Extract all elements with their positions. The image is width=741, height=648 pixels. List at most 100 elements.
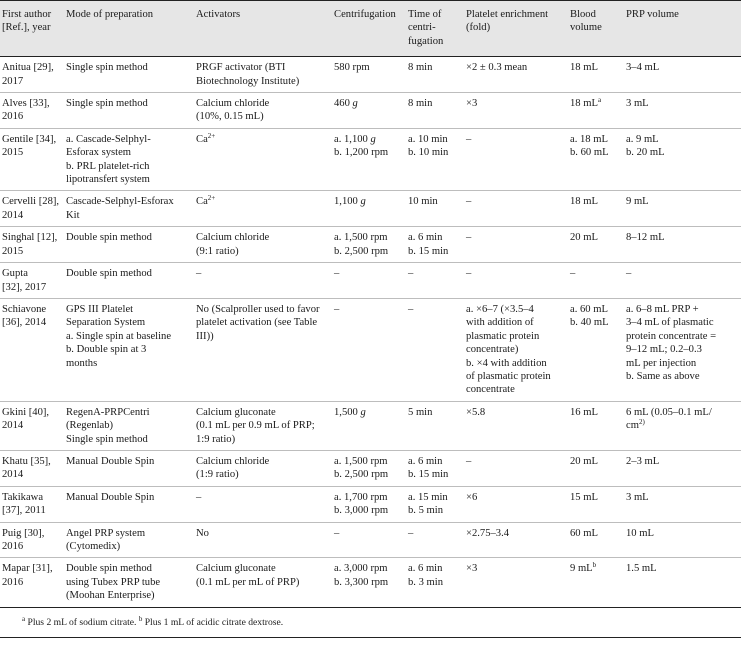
cell-mode: GPS III Platelet Separation System a. Sing… xyxy=(64,298,194,402)
cell-line: a. Single spin at baseline xyxy=(66,330,172,342)
cell-centrifugation: a. 1,500 rpm b. 2,500 rpm xyxy=(332,226,406,264)
cell-line: Gkini [40], xyxy=(2,406,50,418)
cell-line: Kit xyxy=(66,209,80,221)
header-line: Time of xyxy=(408,9,442,20)
cell-line: 580 rpm xyxy=(334,62,370,74)
cell-mode: Angel PRP system (Cytomedix) xyxy=(64,522,194,559)
header-line: fugation xyxy=(408,35,444,47)
cell-line: Angel PRP system xyxy=(66,527,146,539)
cell-line: ×3 xyxy=(466,563,478,575)
cell-line: Double spin method xyxy=(66,563,152,575)
cell-centrifugation: – xyxy=(332,298,406,402)
cell-line: – xyxy=(626,268,632,280)
cell-line: 1,500 g xyxy=(334,406,366,418)
header-line: Platelet enrichment xyxy=(466,9,549,20)
cell-author: Takikawa [37], 2011 xyxy=(0,486,64,523)
cell-blood-volume: 20 mL xyxy=(568,450,624,487)
cell-line: ×3 xyxy=(466,98,478,110)
cell-line: 10 min xyxy=(408,196,438,208)
cell-line: GPS III Platelet xyxy=(66,303,134,315)
cell-line: Puig [30], xyxy=(2,527,45,539)
cell-line: 60 mL xyxy=(570,527,598,539)
cell-line: b. 3,300 rpm xyxy=(334,576,389,588)
cell-line: Single spin method xyxy=(66,433,148,445)
cell-line: No (Scalproller used to favor xyxy=(196,303,320,315)
cell-line: Calcium gluconate xyxy=(196,406,276,418)
cell-activators: Ca2+ xyxy=(194,190,332,228)
cell-time: – xyxy=(406,262,464,299)
cell-line: 2014 xyxy=(2,209,24,221)
cell-line: concentrate) xyxy=(466,344,519,356)
cell-author: Singhal [12], 2015 xyxy=(0,226,64,264)
table-row: Alves [33], 2016 Single spin method Calcium… xyxy=(0,92,741,129)
cell-mode: Double spin method using Tubex PRP tube (M… xyxy=(64,557,194,608)
table-row: Schiavone [36], 2014 GPS III Platelet Separ… xyxy=(0,298,741,402)
cell-line: b. Same as above xyxy=(626,370,700,382)
cell-line: Ca2+ xyxy=(196,194,216,208)
cell-prp-volume: a. 6–8 mL PRP + 3–4 mL of plasmatic protei… xyxy=(624,298,741,402)
cell-line: – xyxy=(466,133,472,145)
cell-line: a. 6–8 mL PRP + xyxy=(626,303,699,315)
cell-line: a. 60 mL xyxy=(570,303,608,315)
cell-line: – xyxy=(466,232,472,244)
cell-line: – xyxy=(408,268,414,280)
cell-line: a. 18 mL xyxy=(570,133,608,145)
cell-line: 2017 xyxy=(2,75,24,87)
cell-line: Calcium chloride xyxy=(196,232,270,244)
cell-line: 8 min xyxy=(408,98,433,110)
cell-line: cm2) xyxy=(626,418,645,432)
column-header-mode: Mode of preparation xyxy=(64,0,194,58)
cell-prp-volume: 3 mL xyxy=(624,486,741,523)
cell-line: protein concentrate = xyxy=(626,330,717,342)
cell-line: a. 6 min xyxy=(408,563,443,575)
cell-time: 5 min xyxy=(406,401,464,451)
cell-blood-volume: 9 mLb xyxy=(568,557,624,608)
cell-line: Ca2+ xyxy=(196,131,216,145)
cell-line: a. Cascade-Selphyl- xyxy=(66,133,151,145)
cell-prp-volume: a. 9 mL b. 20 mL xyxy=(624,128,741,192)
cell-line: 2014 xyxy=(2,469,24,481)
cell-line: months xyxy=(66,357,98,369)
cell-line: 1,100 g xyxy=(334,196,366,208)
cell-author: Schiavone [36], 2014 xyxy=(0,298,64,402)
cell-line: b. 15 min xyxy=(408,469,449,481)
cell-line: of plasmatic protein xyxy=(466,370,551,382)
cell-line: 3–4 mL of plasmatic xyxy=(626,317,714,329)
cell-line: Cascade-Selphyl-Esforax xyxy=(66,196,174,208)
cell-line: Singhal [12], xyxy=(2,232,58,244)
cell-line: PRGF activator (BTI xyxy=(196,62,286,74)
cell-line: [32], 2017 xyxy=(2,281,47,293)
cell-enrichment: – xyxy=(464,190,568,228)
table-row: Gentile [34], 2015 a. Cascade-Selphyl- Esfo… xyxy=(0,128,741,192)
cell-centrifugation: – xyxy=(332,522,406,559)
cell-author: Khatu [35], 2014 xyxy=(0,450,64,487)
cell-activators: Calcium chloride (1:9 ratio) xyxy=(194,450,332,487)
header-line: Blood xyxy=(570,9,596,20)
cell-line: – xyxy=(466,268,472,280)
cell-line: mL per injection xyxy=(626,357,697,369)
cell-line: Single spin method xyxy=(66,98,148,110)
cell-author: Alves [33], 2016 xyxy=(0,92,64,129)
cell-line: Anitua [29], xyxy=(2,62,54,74)
cell-blood-volume: 18 mLa xyxy=(568,92,624,129)
cell-line: Biotechnology Institute) xyxy=(196,75,300,87)
column-header-centrifugation: Centrifugation xyxy=(332,0,406,58)
cell-line: b. 60 mL xyxy=(570,147,609,159)
column-header-enrichment: Platelet enrichment (fold) xyxy=(464,0,568,58)
cell-enrichment: ×3 xyxy=(464,557,568,608)
header-line: First author xyxy=(2,9,52,20)
cell-author: Anitua [29], 2017 xyxy=(0,56,64,94)
cell-blood-volume: 18 mL xyxy=(568,190,624,228)
cell-prp-volume: 3 mL xyxy=(624,92,741,129)
cell-blood-volume: 15 mL xyxy=(568,486,624,523)
cell-centrifugation: 460 g xyxy=(332,92,406,129)
cell-line: – xyxy=(570,268,576,280)
header-line: Centrifugation xyxy=(334,9,396,20)
cell-line: Calcium chloride xyxy=(196,455,270,467)
cell-author: Mapar [31], 2016 xyxy=(0,557,64,608)
cell-blood-volume: 60 mL xyxy=(568,522,624,559)
header-line: (fold) xyxy=(466,22,491,34)
cell-mode: Single spin method xyxy=(64,56,194,94)
cell-line: Calcium gluconate xyxy=(196,563,276,575)
cell-line: – xyxy=(408,527,414,539)
